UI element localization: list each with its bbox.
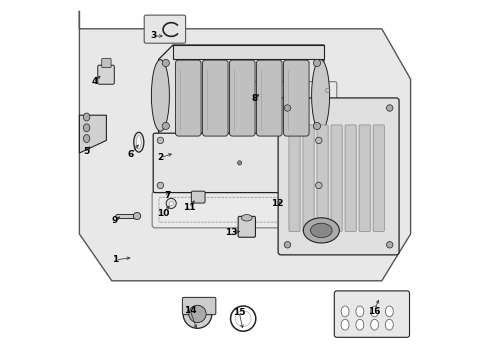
Circle shape — [133, 212, 141, 220]
Ellipse shape — [83, 113, 90, 121]
Polygon shape — [79, 115, 106, 153]
FancyBboxPatch shape — [334, 291, 410, 337]
FancyBboxPatch shape — [152, 192, 327, 228]
Ellipse shape — [136, 136, 141, 149]
Circle shape — [162, 59, 170, 67]
FancyBboxPatch shape — [153, 133, 326, 193]
Circle shape — [314, 122, 320, 130]
Circle shape — [284, 105, 291, 111]
Ellipse shape — [370, 319, 379, 330]
Ellipse shape — [83, 124, 90, 132]
Circle shape — [183, 300, 212, 328]
Text: 7: 7 — [165, 191, 171, 199]
Ellipse shape — [370, 306, 379, 317]
Circle shape — [238, 161, 242, 165]
FancyBboxPatch shape — [359, 125, 370, 231]
FancyBboxPatch shape — [289, 125, 300, 231]
FancyBboxPatch shape — [317, 125, 328, 231]
Polygon shape — [159, 45, 324, 137]
FancyBboxPatch shape — [102, 58, 111, 68]
Ellipse shape — [134, 132, 144, 152]
FancyBboxPatch shape — [229, 60, 255, 136]
Ellipse shape — [356, 306, 364, 317]
Text: 11: 11 — [183, 203, 196, 212]
Circle shape — [235, 311, 251, 327]
Circle shape — [189, 305, 206, 323]
FancyBboxPatch shape — [192, 191, 205, 203]
Circle shape — [387, 242, 393, 248]
Text: 10: 10 — [157, 209, 169, 217]
Circle shape — [169, 201, 173, 206]
FancyBboxPatch shape — [284, 60, 309, 136]
Ellipse shape — [151, 60, 170, 131]
FancyBboxPatch shape — [257, 60, 282, 136]
Text: 4: 4 — [91, 77, 98, 85]
Circle shape — [157, 182, 164, 189]
Text: 2: 2 — [157, 153, 164, 162]
Circle shape — [387, 105, 393, 111]
FancyBboxPatch shape — [144, 15, 186, 43]
Ellipse shape — [311, 223, 332, 238]
Circle shape — [316, 182, 322, 189]
Text: 9: 9 — [112, 216, 118, 225]
Circle shape — [284, 242, 291, 248]
Circle shape — [316, 137, 322, 144]
FancyBboxPatch shape — [182, 297, 216, 315]
FancyBboxPatch shape — [238, 216, 255, 237]
Ellipse shape — [341, 319, 349, 330]
Text: 16: 16 — [368, 307, 380, 316]
FancyBboxPatch shape — [373, 125, 384, 231]
Text: 1: 1 — [112, 256, 119, 264]
Circle shape — [162, 122, 170, 130]
Circle shape — [166, 198, 176, 208]
Ellipse shape — [312, 60, 330, 131]
Text: 12: 12 — [271, 199, 284, 208]
Text: 6: 6 — [128, 150, 134, 158]
Ellipse shape — [356, 319, 364, 330]
Ellipse shape — [83, 135, 90, 143]
FancyBboxPatch shape — [345, 125, 356, 231]
Polygon shape — [173, 45, 324, 59]
FancyBboxPatch shape — [331, 125, 342, 231]
Circle shape — [157, 137, 164, 144]
Ellipse shape — [386, 306, 393, 317]
Text: 13: 13 — [225, 228, 238, 237]
Text: 3: 3 — [150, 31, 156, 40]
Ellipse shape — [303, 218, 339, 243]
FancyBboxPatch shape — [303, 125, 314, 231]
FancyBboxPatch shape — [98, 65, 114, 84]
Text: 5: 5 — [83, 148, 89, 156]
Ellipse shape — [386, 319, 393, 330]
Text: 15: 15 — [233, 307, 245, 317]
Ellipse shape — [242, 215, 252, 221]
FancyBboxPatch shape — [202, 60, 228, 136]
Text: 14: 14 — [184, 306, 196, 315]
Ellipse shape — [341, 306, 349, 317]
FancyBboxPatch shape — [175, 60, 201, 136]
FancyBboxPatch shape — [278, 98, 399, 255]
Text: 8: 8 — [252, 94, 258, 103]
FancyBboxPatch shape — [250, 82, 337, 99]
Polygon shape — [79, 11, 411, 281]
Circle shape — [314, 59, 320, 67]
